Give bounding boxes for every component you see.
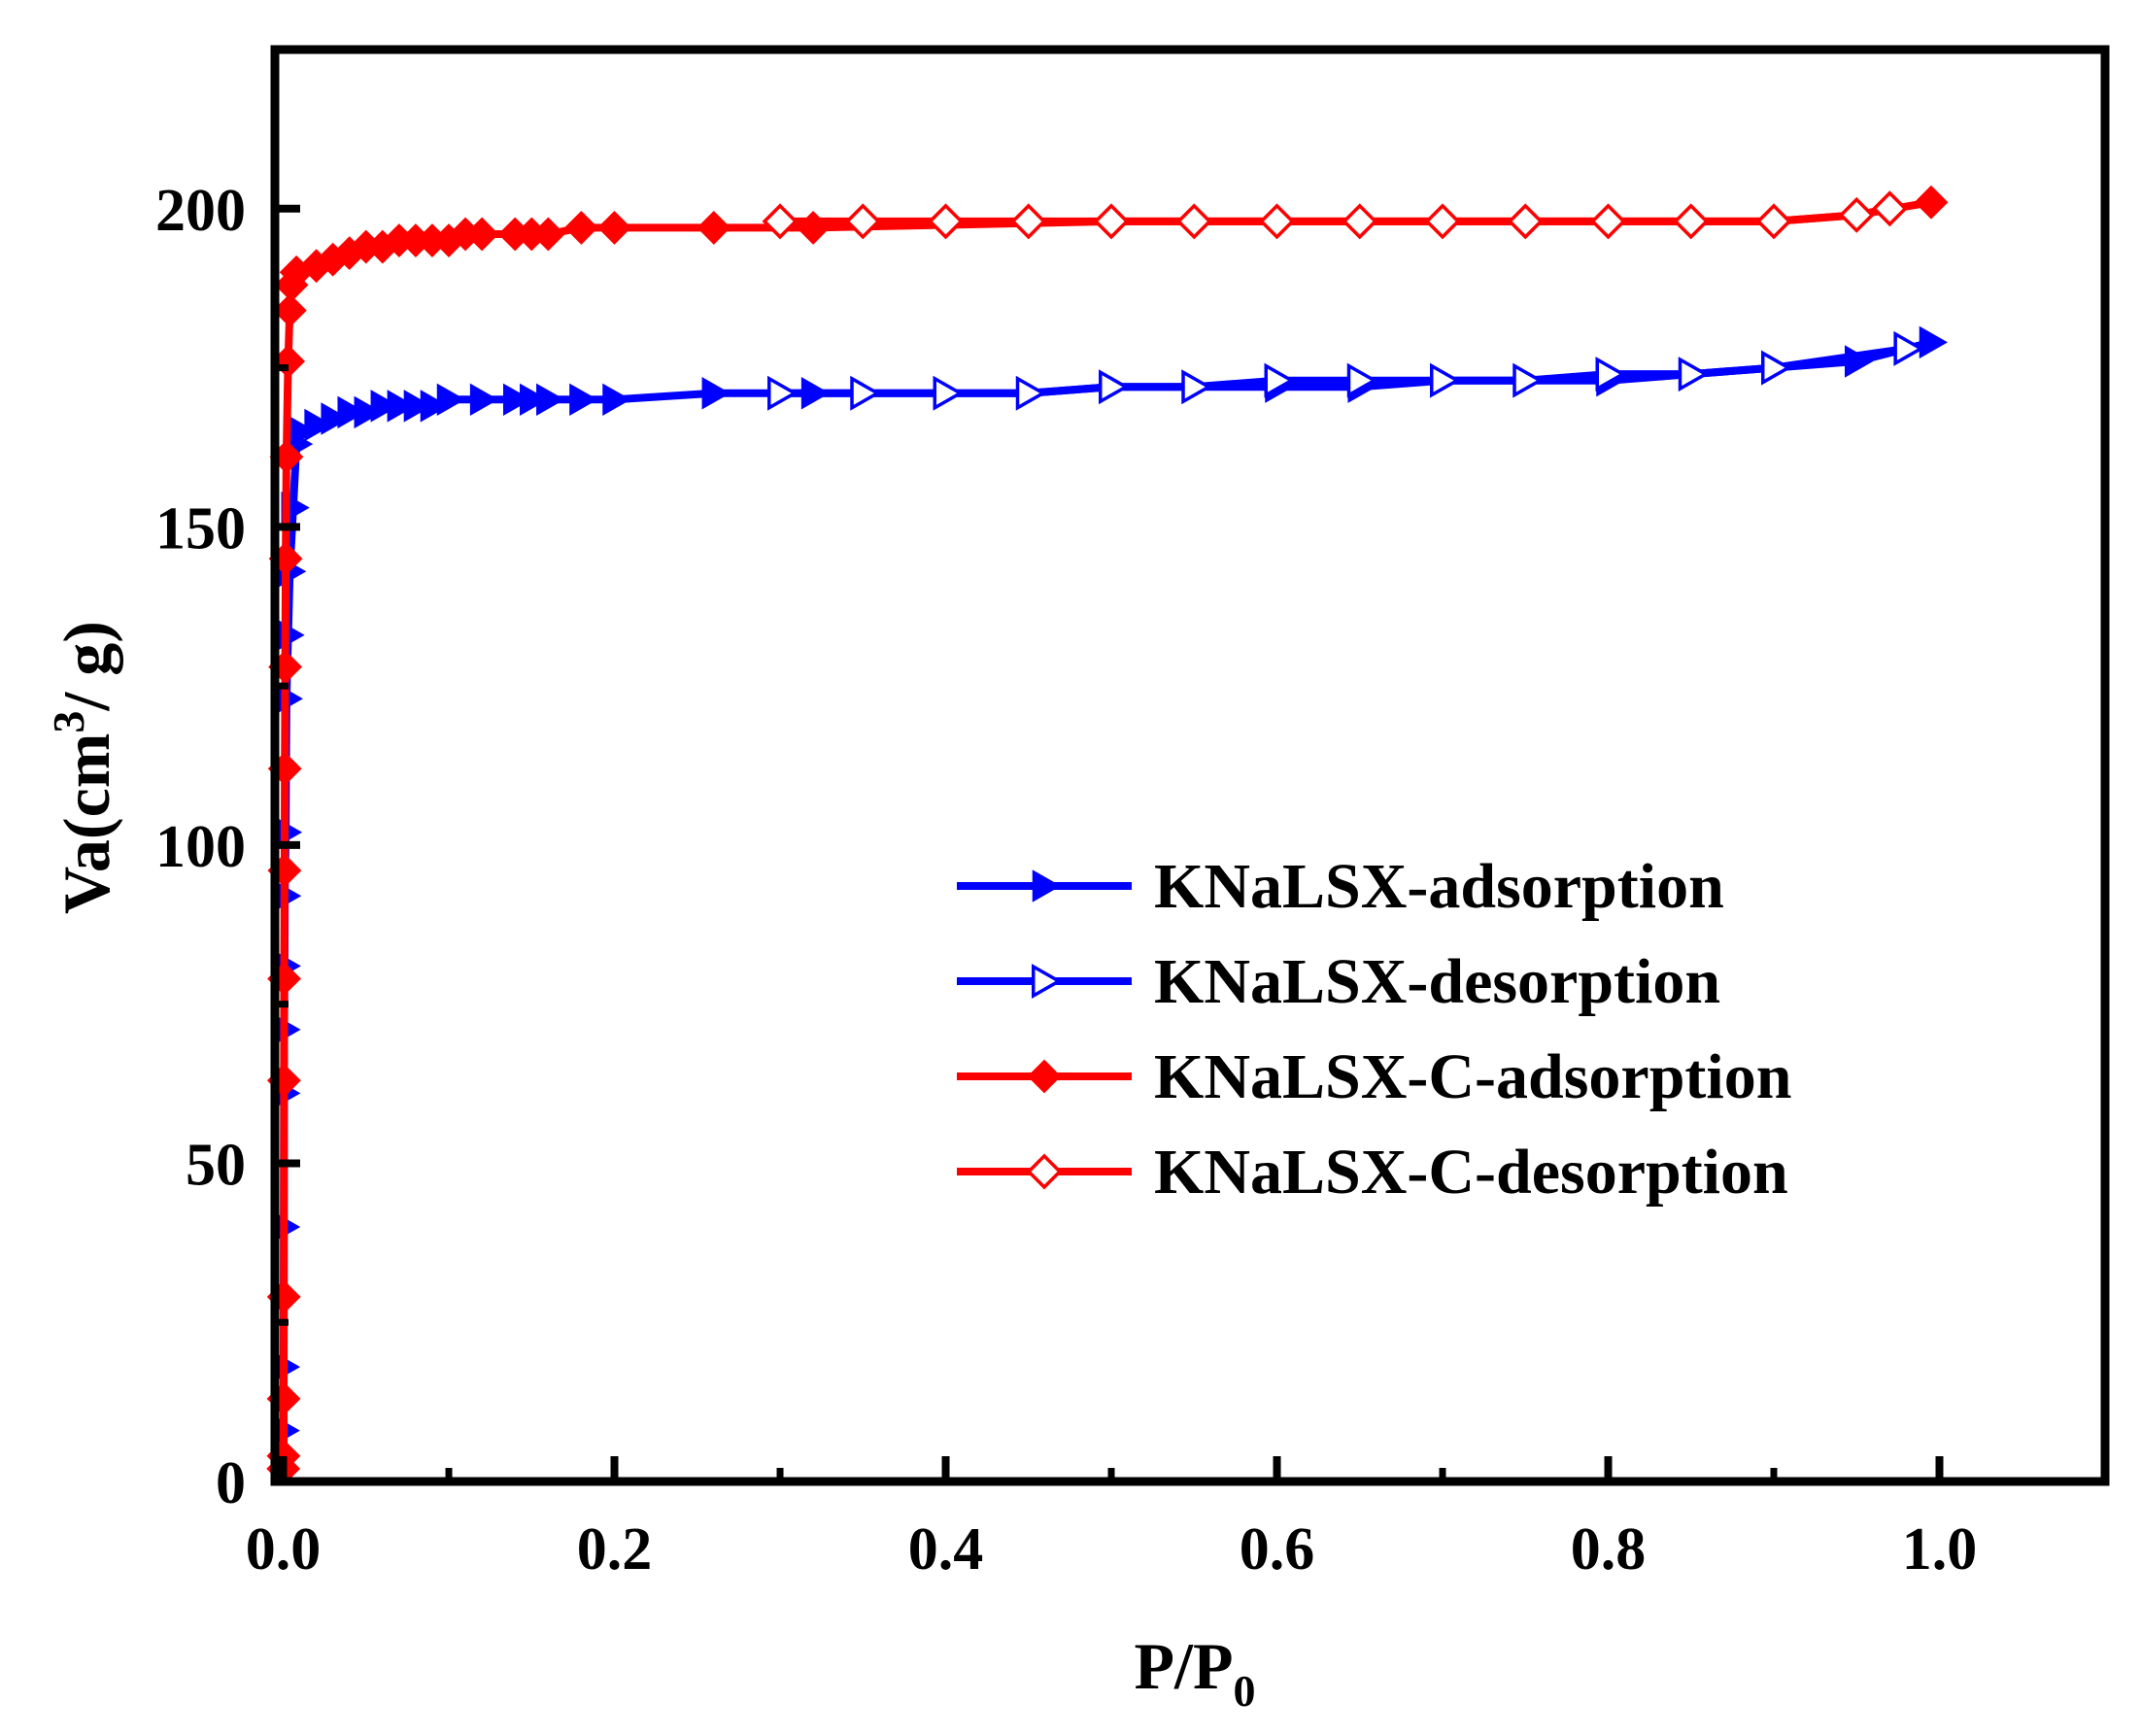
data-point [304,408,333,442]
data-point [1259,203,1295,240]
y-axis-title: Va(cm3/ g) [44,621,123,914]
data-point [321,402,350,435]
data-point [1678,357,1710,392]
data-point [1507,203,1544,240]
data-point [602,383,631,417]
plot-area: 0.0 0.2 0.4 0.6 0.8 1.0 0 50 100 150 200 [155,45,2110,1583]
x-axis-title: P/P0 [1135,1629,1256,1716]
data-point [536,383,565,417]
data-point [370,390,399,423]
data-point [502,383,532,417]
data-point [1595,357,1627,392]
x-tick-label: 1.0 [1902,1516,1978,1583]
x-ticks: 0.0 0.2 0.4 0.6 0.8 1.0 [246,1456,2109,1583]
data-point [1342,203,1378,240]
data-point [1346,362,1378,398]
legend: KNaLSX-adsorption KNaLSX-desorption KNaLSX… [957,851,1791,1208]
data-point [464,217,499,252]
data-point [420,390,449,423]
data-point [569,383,598,417]
y-ticks: 0 50 100 150 200 [155,178,300,1516]
legend-item: KNaLSX-C-desorption [957,1137,1788,1208]
data-point [762,203,799,240]
data-point [1010,203,1047,240]
x-tick-label: 0.0 [246,1516,322,1583]
data-point [1590,203,1626,240]
data-point [697,211,731,245]
plot-frame [270,45,2110,1486]
data-point [1893,330,1924,366]
data-point [1093,203,1130,240]
legend-label: KNaLSX-desorption [1154,946,1720,1017]
x-tick-label: 0.6 [1240,1516,1315,1583]
legend-label: KNaLSX-C-adsorption [1154,1041,1791,1112]
data-point [1838,196,1875,233]
data-point [337,395,366,429]
x-tick-label: 0.4 [908,1516,984,1583]
data-point [1430,362,1461,398]
data-point [1512,362,1544,398]
data-point [403,390,432,423]
data-point [520,383,549,417]
data-point [387,390,416,423]
y-tick-label: 50 [186,1132,246,1198]
legend-label: KNaLSX-C-desorption [1154,1137,1788,1208]
legend-item: KNaLSX-adsorption [957,851,1724,922]
legend-item: KNaLSX-C-adsorption [957,1041,1791,1112]
data-point [928,203,964,240]
data-point [1181,369,1212,405]
x-tick-label: 0.8 [1571,1516,1647,1583]
legend-marker [1032,963,1063,1000]
legend-marker [1027,1059,1062,1094]
data-point [844,203,881,240]
legend-item: KNaLSX-desorption [957,946,1720,1017]
y-tick-label: 0 [216,1450,246,1516]
data-point [1015,375,1047,411]
data-point [530,217,565,252]
data-point [1264,362,1296,398]
data-point [436,383,466,417]
data-point [701,377,731,410]
y-tick-label: 150 [155,495,246,562]
data-point [1761,350,1792,386]
data-point [933,375,965,411]
data-point [1424,203,1461,240]
data-point [1914,185,1949,220]
series-KNaLSX-C-desorption [762,190,1908,240]
data-point [354,395,383,429]
series-KNaLSX-desorption [767,330,1924,411]
data-point [1673,203,1710,240]
data-point [597,211,631,245]
legend-label: KNaLSX-adsorption [1154,851,1724,922]
data-point [564,211,598,245]
x-tick-label: 0.2 [577,1516,653,1583]
data-point [767,375,799,411]
data-point [469,383,499,417]
data-point [1919,325,1948,359]
legend-marker [1026,1153,1063,1190]
data-point [1871,190,1908,227]
data-point [1175,203,1212,240]
y-tick-label: 100 [155,814,246,880]
legend-marker [1032,869,1062,902]
data-point [1755,203,1792,240]
data-point [272,293,307,328]
data-point [850,375,881,411]
data-point [1099,369,1130,405]
y-tick-label: 200 [155,178,246,244]
